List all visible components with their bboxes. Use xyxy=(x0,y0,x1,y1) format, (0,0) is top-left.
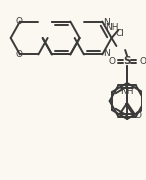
Text: O: O xyxy=(108,57,115,66)
Text: O: O xyxy=(139,57,146,66)
Text: S: S xyxy=(123,56,131,66)
Text: NH: NH xyxy=(105,23,119,32)
Text: NH: NH xyxy=(120,87,134,96)
Text: Cl: Cl xyxy=(116,28,125,37)
Text: O: O xyxy=(15,17,22,26)
Text: O: O xyxy=(134,111,141,120)
Text: O: O xyxy=(15,50,22,59)
Text: N: N xyxy=(103,49,110,58)
Text: N: N xyxy=(103,18,110,27)
